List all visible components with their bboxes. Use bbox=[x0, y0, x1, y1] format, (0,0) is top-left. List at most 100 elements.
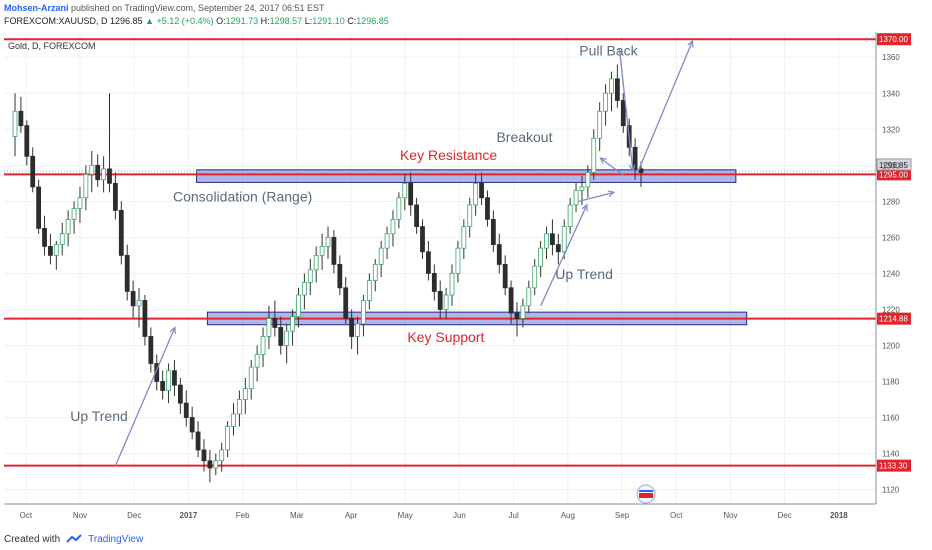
open-label: O: bbox=[216, 16, 226, 26]
candle-body bbox=[148, 336, 154, 364]
annotation-label: Up Trend bbox=[70, 408, 128, 424]
candle-body bbox=[107, 168, 112, 184]
level-price-label: 1133.30 bbox=[879, 462, 908, 471]
y-tick-label: 1120 bbox=[882, 486, 900, 495]
price-change: ▲ +5.12 (+0.4%) bbox=[145, 16, 214, 26]
x-tick-label: Aug bbox=[561, 511, 575, 520]
candle-body bbox=[538, 247, 544, 267]
candle-body bbox=[24, 125, 30, 157]
trend-arrow bbox=[540, 205, 587, 307]
trend-arrow bbox=[114, 327, 175, 467]
x-tick-label: Dec bbox=[778, 511, 792, 520]
annotation-label: Consolidation (Range) bbox=[173, 188, 312, 204]
candle-body bbox=[502, 263, 508, 289]
tradingview-link[interactable]: TradingView bbox=[88, 533, 144, 545]
candle-body bbox=[112, 182, 118, 211]
candle-body bbox=[242, 388, 248, 400]
candle-body bbox=[207, 460, 213, 469]
candle-body bbox=[48, 245, 53, 256]
candle-body bbox=[130, 291, 136, 307]
level-price-tag bbox=[877, 459, 911, 472]
candle-body bbox=[65, 218, 71, 235]
candle-body bbox=[361, 300, 366, 325]
candle-body bbox=[508, 287, 514, 314]
candles bbox=[12, 64, 644, 483]
level-price-tag bbox=[877, 312, 911, 325]
candle-body bbox=[561, 226, 567, 253]
candle-body bbox=[526, 287, 532, 307]
candle-body bbox=[426, 251, 431, 274]
y-tick-label: 1280 bbox=[882, 197, 900, 206]
annotation-label: Pull Back bbox=[579, 42, 638, 58]
x-tick-label: Jul bbox=[509, 511, 519, 520]
candle-body bbox=[142, 300, 148, 337]
y-tick-label: 1360 bbox=[882, 53, 900, 62]
candle-body bbox=[101, 168, 106, 181]
candle-body bbox=[431, 273, 437, 292]
x-tick-label: Sep bbox=[615, 511, 630, 520]
candle-body bbox=[319, 245, 325, 256]
candle-body bbox=[467, 204, 473, 227]
trend-arrow bbox=[618, 48, 633, 171]
candle-body bbox=[260, 336, 266, 355]
y-tick-label: 1220 bbox=[882, 305, 900, 314]
y-tick-label: 1260 bbox=[882, 233, 900, 242]
candle-body bbox=[201, 449, 207, 462]
candle-body bbox=[496, 244, 502, 265]
chart-header: Mohsen-Arzani published on TradingView.c… bbox=[4, 2, 924, 32]
x-tick-label: Mar bbox=[290, 511, 304, 520]
candle-body bbox=[183, 402, 189, 418]
x-tick-label: Nov bbox=[73, 511, 87, 520]
annotation-label: Key Support bbox=[407, 329, 484, 345]
candle-body bbox=[479, 182, 484, 199]
level-price-label: 1214.88 bbox=[879, 315, 908, 324]
candle-body bbox=[18, 110, 24, 127]
candle-body bbox=[118, 209, 124, 256]
x-tick-label: Oct bbox=[670, 511, 683, 520]
candle-body bbox=[384, 233, 390, 249]
candle-body bbox=[597, 110, 603, 139]
last-price: 1296.85 bbox=[110, 16, 143, 26]
candle-body bbox=[95, 164, 101, 181]
candle-body bbox=[514, 312, 520, 319]
publish-info: published on TradingView.com, September … bbox=[71, 3, 325, 13]
created-with-label: Created with bbox=[4, 533, 61, 545]
candle-body bbox=[490, 218, 496, 245]
candle-body bbox=[83, 173, 89, 199]
candle-body bbox=[266, 318, 272, 337]
level-price-tag bbox=[877, 168, 911, 181]
candle-body bbox=[603, 92, 608, 112]
candle-body bbox=[614, 78, 620, 101]
ohlc-line: FOREXCOM:XAUUSD, D 1296.85 ▲ +5.12 (+0.4… bbox=[4, 15, 924, 28]
candle-body bbox=[36, 186, 42, 229]
horizontal-lines: 1370.00 1295.00 1214.88 1133.30 1296.85 bbox=[4, 33, 912, 472]
tradingview-logo-icon bbox=[66, 534, 82, 543]
y-tick-label: 1240 bbox=[882, 269, 900, 278]
candle-body bbox=[30, 155, 36, 188]
y-tick-label: 1300 bbox=[882, 161, 900, 170]
candle-body bbox=[443, 294, 449, 310]
price-chart[interactable]: 1370.00 1295.00 1214.88 1133.30 1296.85 Key … bbox=[0, 28, 932, 528]
candle-body bbox=[136, 300, 142, 307]
candle-body bbox=[237, 399, 242, 415]
candle-body bbox=[349, 318, 355, 337]
candle-body bbox=[638, 168, 644, 173]
symbol-label: FOREXCOM:XAUUSD, D bbox=[4, 16, 108, 26]
y-tick-label: 1340 bbox=[882, 89, 900, 98]
axes: 1120 1140 1160 1180 1200 1220 1240 1260 1280 1300… bbox=[4, 32, 900, 520]
annotation-label: Up Trend bbox=[555, 266, 613, 282]
author-link[interactable]: Mohsen-Arzani bbox=[4, 3, 69, 13]
candle-body bbox=[632, 146, 638, 170]
candle-body bbox=[620, 100, 626, 127]
candle-body bbox=[166, 370, 171, 391]
x-tick-label: Nov bbox=[723, 511, 737, 520]
candle-body bbox=[71, 208, 77, 220]
candle-body bbox=[532, 265, 538, 289]
candle-body bbox=[124, 254, 130, 292]
grid bbox=[4, 32, 876, 504]
candle-body bbox=[213, 460, 219, 469]
x-tick-label: Oct bbox=[20, 511, 33, 520]
level-price-label: 1370.00 bbox=[879, 35, 908, 44]
y-tick-label: 1200 bbox=[882, 341, 900, 350]
candle-body bbox=[573, 190, 579, 206]
